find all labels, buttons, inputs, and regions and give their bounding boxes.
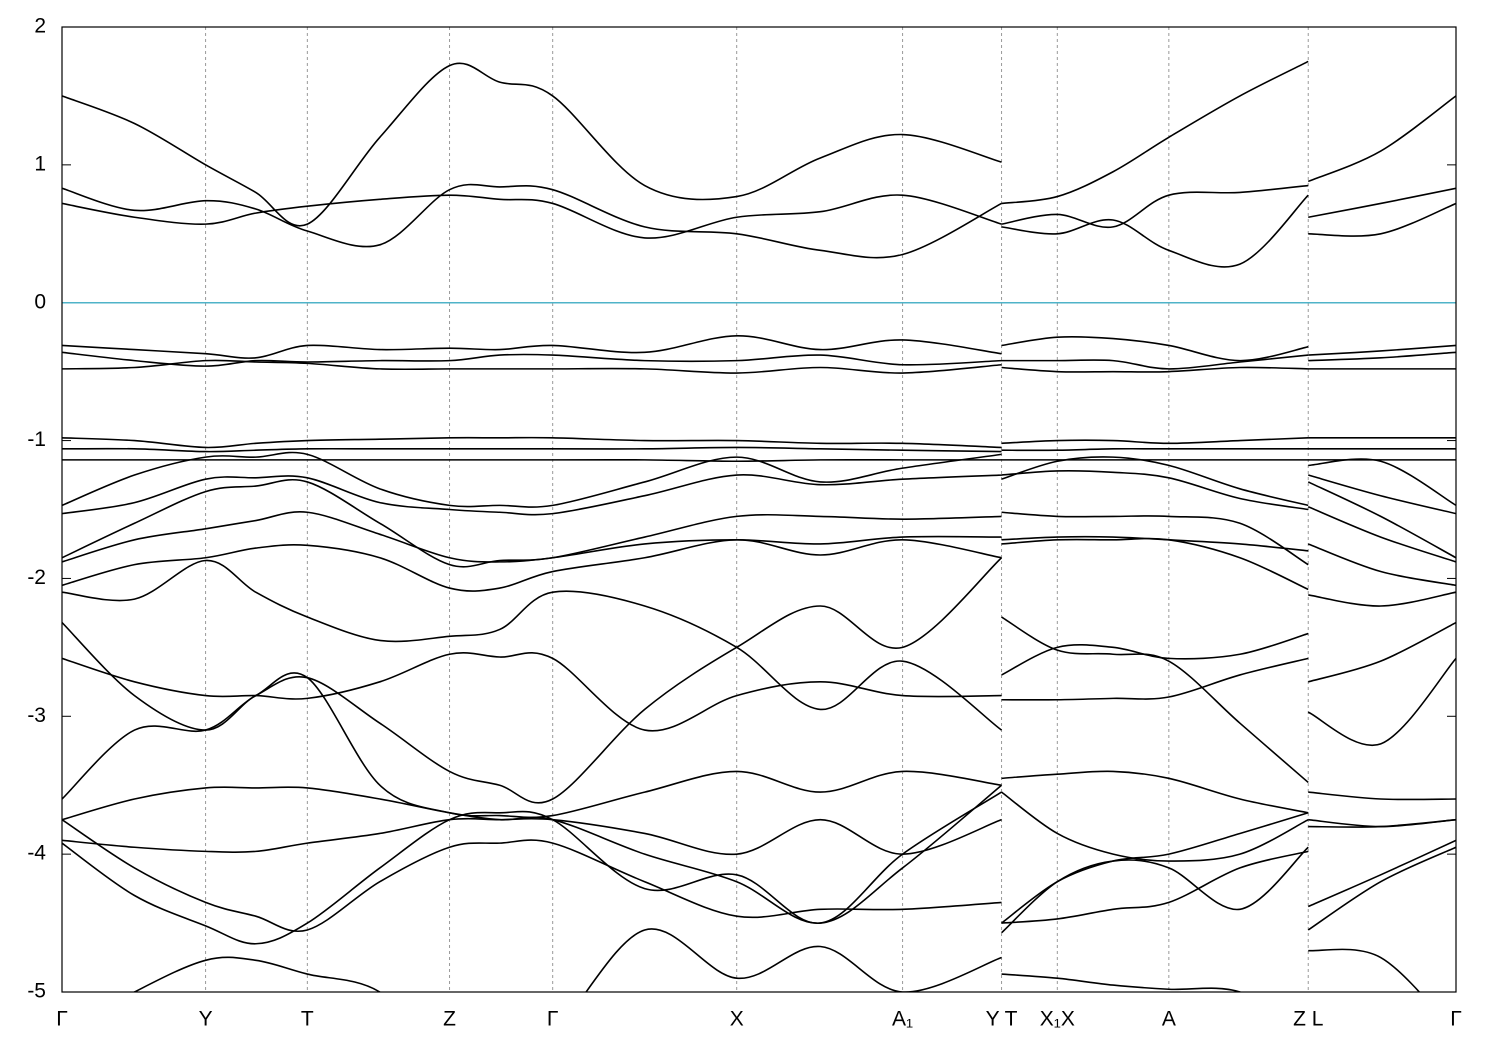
band-line bbox=[62, 359, 1456, 374]
x-tick-label: A bbox=[1162, 1008, 1176, 1031]
x-tick-label: A₁ bbox=[892, 1008, 913, 1031]
y-tick-label: -4 bbox=[27, 842, 46, 865]
plot-frame bbox=[61, 26, 1457, 993]
band-line bbox=[132, 928, 1421, 992]
x-tick-label: Y bbox=[199, 1008, 213, 1031]
band-line bbox=[62, 791, 1456, 945]
x-tick-label: Y T bbox=[986, 1008, 1018, 1031]
band-line bbox=[62, 458, 1456, 463]
x-tick-label: Z bbox=[443, 1008, 456, 1031]
y-tick-label: -5 bbox=[27, 980, 46, 1003]
x-tick-label: T bbox=[301, 1008, 314, 1031]
y-tick-label: -2 bbox=[27, 566, 46, 589]
band-line bbox=[62, 60, 1456, 227]
x-tick-label: Γ bbox=[547, 1008, 559, 1031]
y-tick-label: 2 bbox=[34, 15, 46, 38]
band-line bbox=[62, 469, 1456, 516]
x-tick-label: X bbox=[730, 1008, 744, 1031]
y-tick-label: -3 bbox=[27, 704, 46, 727]
x-tick-label: X₁X bbox=[1040, 1008, 1075, 1031]
y-tick-label: 1 bbox=[34, 152, 46, 175]
band-line bbox=[62, 184, 1456, 239]
band-line bbox=[62, 651, 1456, 747]
x-tick-label: Γ bbox=[56, 1008, 68, 1031]
y-tick-label: 0 bbox=[34, 290, 46, 313]
band-line bbox=[62, 351, 1456, 370]
band-line bbox=[62, 451, 1456, 508]
band-line bbox=[62, 791, 1456, 862]
x-tick-label: Γ bbox=[1450, 1008, 1462, 1031]
band-line bbox=[62, 537, 1456, 592]
band-line bbox=[62, 819, 1456, 934]
bands bbox=[62, 60, 1456, 992]
band-line bbox=[62, 183, 1456, 268]
band-line bbox=[62, 436, 1456, 449]
x-tick-label: Z L bbox=[1293, 1008, 1323, 1031]
band-line bbox=[62, 446, 1456, 453]
band-line bbox=[62, 672, 1456, 819]
band-line bbox=[62, 334, 1456, 362]
y-tick-label: -1 bbox=[27, 428, 46, 451]
